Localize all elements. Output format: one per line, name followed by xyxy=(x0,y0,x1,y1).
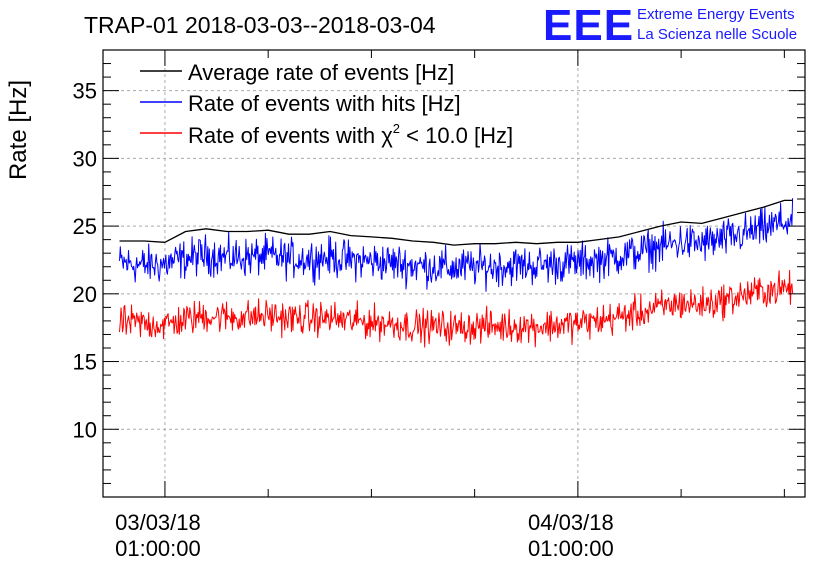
y-axis-label: Rate [Hz] xyxy=(5,80,32,180)
legend: Average rate of events [Hz] Rate of even… xyxy=(140,60,513,148)
series-line-0 xyxy=(119,199,793,246)
eee-logo: EEE Extreme Energy Events La Scienza nel… xyxy=(543,1,797,50)
y-tick-label: 35 xyxy=(73,79,97,104)
logo-letters: EEE xyxy=(543,1,634,50)
y-tick-label: 25 xyxy=(73,214,97,239)
axis-ticks xyxy=(103,49,805,498)
chart-title: TRAP-01 2018-03-03--2018-03-04 xyxy=(84,12,436,38)
legend-label-average: Average rate of events [Hz] xyxy=(188,60,454,85)
y-tick-labels: 10 15 20 25 30 35 xyxy=(73,79,97,443)
series-group xyxy=(119,198,794,348)
series-line-2 xyxy=(119,269,794,348)
grid xyxy=(103,50,805,497)
x-tick-label-date: 03/03/18 xyxy=(115,510,201,535)
series-line-1 xyxy=(119,198,794,292)
logo-line2: La Scienza nelle Scuole xyxy=(637,26,797,43)
y-tick-label: 30 xyxy=(73,146,97,171)
y-tick-label: 20 xyxy=(73,282,97,307)
legend-label-chi2: Rate of events with χ2 < 10.0 [Hz] xyxy=(188,121,513,148)
legend-label-hits: Rate of events with hits [Hz] xyxy=(188,91,461,116)
plot-frame xyxy=(102,49,806,498)
x-tick-label-date: 04/03/18 xyxy=(528,510,614,535)
logo-line1: Extreme Energy Events xyxy=(637,6,795,23)
y-tick-label: 15 xyxy=(73,350,97,375)
y-tick-label: 10 xyxy=(73,417,97,442)
x-tick-label-time: 01:00:00 xyxy=(528,536,614,561)
x-tick-label-time: 01:00:00 xyxy=(115,536,201,561)
